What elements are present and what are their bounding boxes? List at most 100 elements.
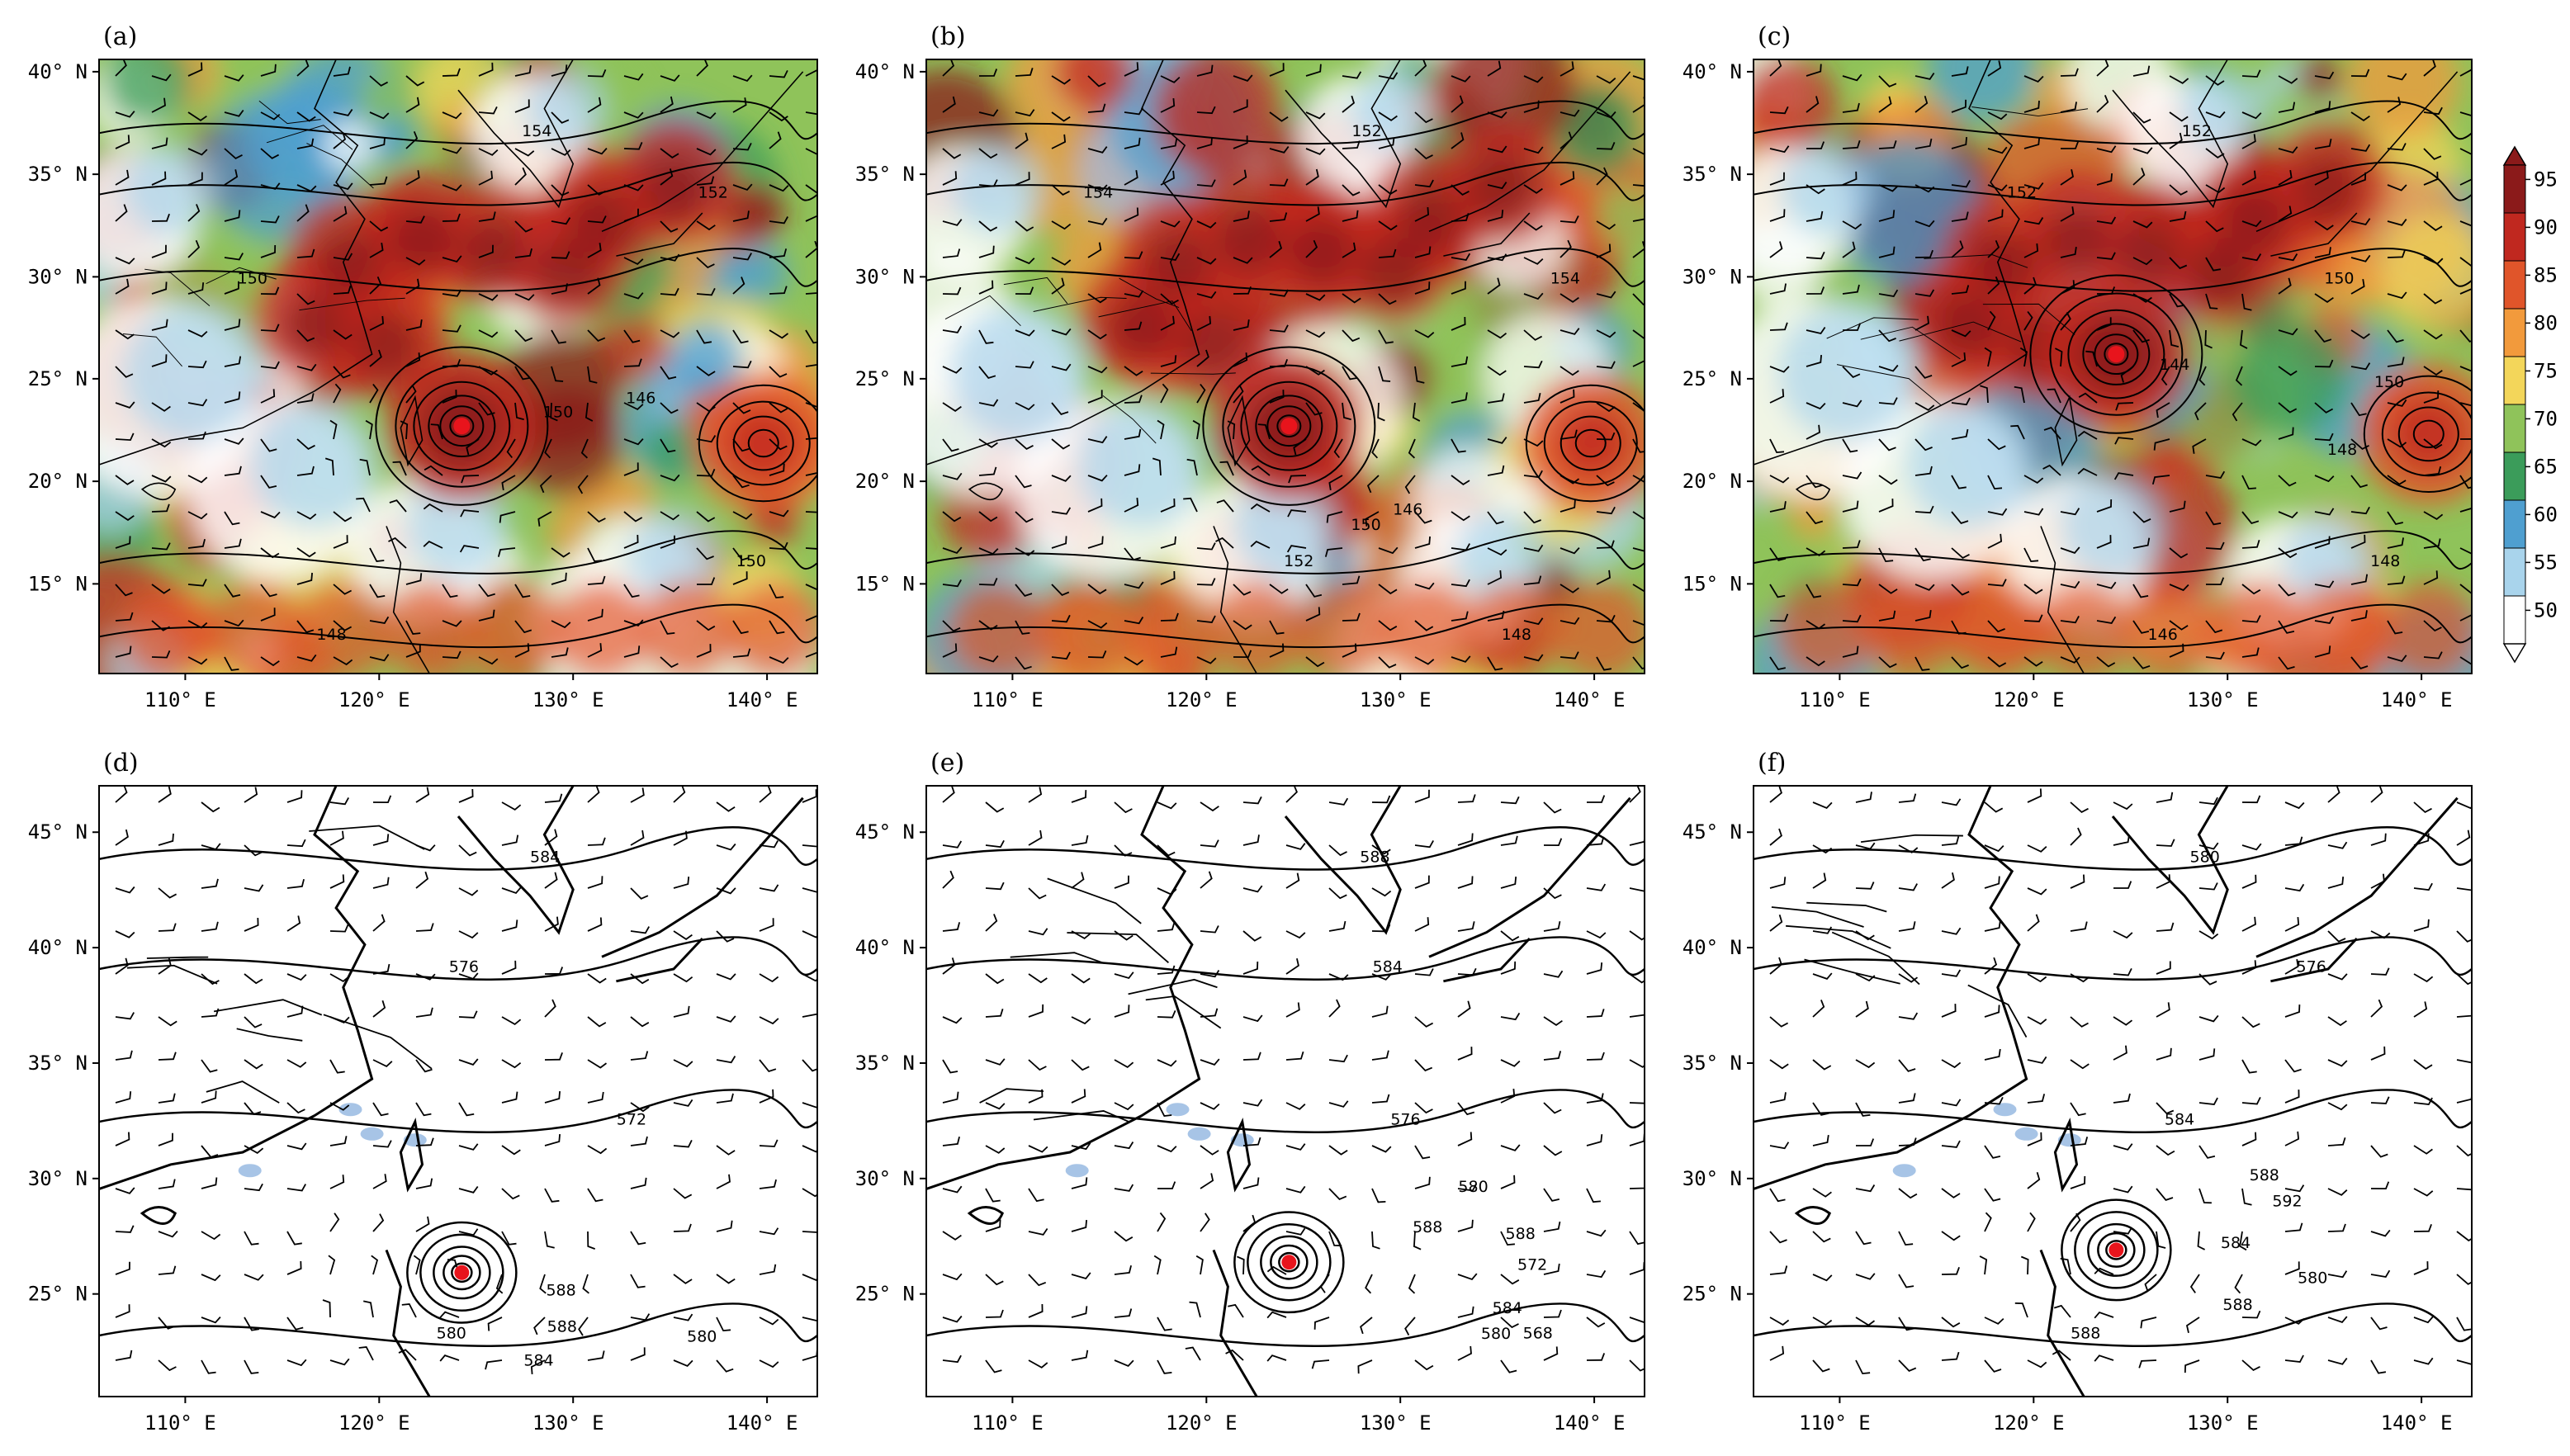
contour-label: 150 (238, 270, 267, 288)
contour-label: 150 (736, 552, 766, 570)
y-tick-label: 25° N (855, 1283, 915, 1306)
colorbar-swatch (2503, 212, 2526, 262)
wind-barbs (1769, 59, 2472, 671)
y-tick-label: 45° N (28, 820, 88, 844)
lake-patches (1065, 1103, 1254, 1178)
typhoon-eye (2109, 1242, 2124, 1258)
panel-frame (98, 59, 818, 674)
panel-label: (e) (930, 749, 964, 778)
contour-lines (99, 100, 817, 649)
x-tick-label: 120° E (338, 688, 410, 711)
x-tick-label: 130° E (532, 688, 604, 711)
contour-label: 146 (626, 390, 656, 408)
contour-label: 152 (2007, 183, 2037, 201)
colorbar-swatch (2503, 356, 2526, 405)
contour-label: 152 (1284, 552, 1313, 570)
contour-label: 150 (543, 403, 573, 421)
colorbar-label: 55 (2534, 551, 2558, 574)
contour-label: 580 (1481, 1325, 1511, 1343)
contour-label: 580 (437, 1325, 466, 1343)
x-tick-label: 140° E (2381, 688, 2453, 711)
contour-label: 576 (2297, 958, 2326, 976)
x-tick-label: 110° E (1799, 1411, 1871, 1435)
coastline (1754, 59, 2459, 674)
x-tick-label: 110° E (972, 1411, 1044, 1435)
colorbar-label: 50 (2534, 598, 2558, 622)
contour-label: 576 (449, 958, 479, 976)
y-tick-label: 20° N (28, 470, 88, 493)
y-tick-label: 25° N (1683, 367, 1742, 390)
contour-label: 584 (1493, 1299, 1522, 1317)
contour-label: 592 (2272, 1193, 2302, 1211)
colorbar-swatch (2503, 499, 2526, 549)
y-tick-label: 45° N (855, 820, 915, 844)
y-tick-label: 15° N (28, 572, 88, 595)
contour-label: 584 (2165, 1111, 2194, 1129)
contour-label: 152 (1351, 122, 1381, 140)
y-tick-label: 40° N (28, 60, 88, 83)
x-tick-label: 120° E (1166, 688, 1238, 711)
y-tick-label: 35° N (1683, 1052, 1742, 1075)
contour-labels: 584 576 572 580 588 584 588 580 (437, 849, 717, 1370)
contour-label: 148 (2370, 552, 2400, 570)
wind-barbs (115, 59, 817, 671)
contour-label: 144 (2160, 356, 2189, 374)
y-tick-label: 40° N (1683, 60, 1742, 83)
typhoon-eye (1281, 1255, 1297, 1270)
x-tick-label: 130° E (1360, 688, 1432, 711)
contour-label: 568 (1523, 1325, 1553, 1343)
y-tick-label: 40° N (1683, 936, 1742, 959)
x-tick-label: 140° E (727, 1411, 798, 1435)
x-tick-label: 130° E (1360, 1411, 1432, 1435)
contour-lines (926, 825, 1645, 1347)
panel-label: (a) (103, 22, 137, 51)
wind-barbs (115, 786, 817, 1374)
contour-label: 148 (316, 626, 346, 644)
y-tick-label: 30° N (1683, 1167, 1742, 1190)
colorbar-label: 65 (2534, 455, 2558, 478)
contour-label: 146 (2148, 626, 2178, 644)
x-tick-label: 140° E (1554, 688, 1626, 711)
y-tick-label: 35° N (1683, 163, 1742, 186)
colorbar-extend-bottom (2502, 643, 2527, 664)
y-tick-label: 30° N (855, 265, 915, 288)
typhoon-eye (1280, 418, 1298, 435)
colorbar-swatch (2503, 164, 2526, 214)
y-tick-label: 20° N (855, 470, 915, 493)
contour-lines (99, 825, 817, 1347)
panel-label: (c) (1758, 22, 1791, 51)
contour-label: 584 (1373, 958, 1403, 976)
y-tick-label: 15° N (1683, 572, 1742, 595)
contour-label: 580 (687, 1327, 717, 1345)
typhoon-eye (453, 418, 471, 435)
y-tick-label: 30° N (855, 1167, 915, 1190)
contour-label: 150 (2374, 373, 2404, 391)
contour-label: 584 (530, 849, 560, 867)
contour-label: 588 (546, 1282, 575, 1300)
contour-lines (1754, 825, 2472, 1347)
y-tick-label: 25° N (28, 1283, 88, 1306)
panel-frame (1753, 59, 2473, 674)
y-tick-label: 30° N (28, 1167, 88, 1190)
colorbar-label: 80 (2534, 311, 2558, 334)
y-tick-label: 20° N (1683, 470, 1742, 493)
y-tick-label: 40° N (855, 936, 915, 959)
contour-label: 148 (1502, 626, 1531, 644)
contour-label: 154 (1550, 270, 1580, 288)
colorbar-label: 85 (2534, 263, 2558, 286)
coastline (99, 786, 804, 1397)
x-tick-label: 110° E (1799, 688, 1871, 711)
contour-label: 148 (2327, 441, 2357, 459)
y-tick-label: 25° N (855, 367, 915, 390)
panel-frame (1753, 785, 2473, 1397)
x-tick-label: 110° E (144, 1411, 216, 1435)
wind-barbs (942, 786, 1645, 1374)
contour-label: 584 (523, 1351, 553, 1369)
panel-frame (925, 59, 1645, 674)
contour-label: 588 (2071, 1325, 2100, 1343)
contour-label: 154 (1083, 183, 1113, 201)
panel-c: 152 152 150 148 146 144 150 148 (c) 110° E 120° E 1… (1683, 22, 2473, 711)
